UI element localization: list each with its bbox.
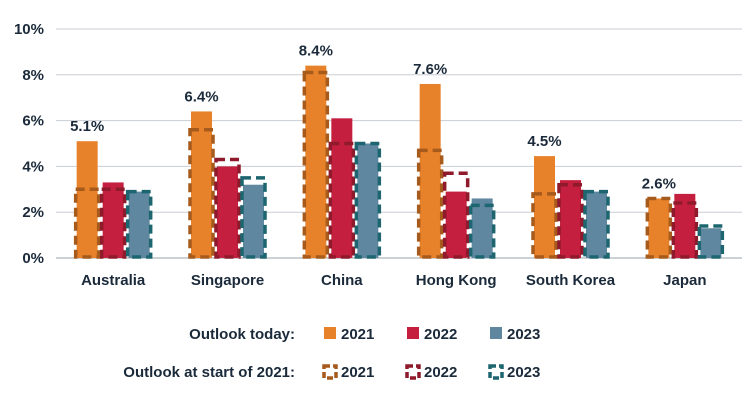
legend-swatch-start-2022 <box>405 364 421 380</box>
start-of-2021-outlines <box>73 70 725 259</box>
data-label: 2.6% <box>642 175 676 192</box>
data-labels: 5.1% 6.4% 8.4% 7.6% 4.5% 2.6% <box>70 43 676 193</box>
category-label: Singapore <box>191 272 264 289</box>
bar-start-outline-2021 <box>645 196 673 259</box>
category-label: Australia <box>81 272 146 289</box>
bar-start-outline-2022 <box>557 182 584 259</box>
data-label: 4.5% <box>527 133 561 150</box>
bar-today-2022 <box>102 182 124 258</box>
data-label: 5.1% <box>70 118 104 135</box>
data-label: 8.4% <box>299 43 333 60</box>
bar-today-2022 <box>674 193 696 258</box>
bar-today-2021 <box>648 198 670 258</box>
legend-label-today: 2021 <box>341 326 374 343</box>
legend-label-start: 2021 <box>341 364 374 381</box>
category-label: Hong Kong <box>416 272 497 289</box>
bar-start-outline-2022 <box>442 171 470 259</box>
bar-start-outline-2021 <box>302 70 330 259</box>
bar-today-2022 <box>560 180 581 258</box>
bar-start-outline-2023 <box>354 141 382 259</box>
legend-title-today: Outlook today: <box>189 326 295 343</box>
bar-start-outline-2021 <box>73 187 101 259</box>
legend-swatch-start-2021 <box>322 364 338 380</box>
legend-label-today: 2023 <box>507 326 540 343</box>
bar-start-outline-2022 <box>214 157 241 259</box>
legend-label-start: 2022 <box>424 364 457 381</box>
legend-swatch-today-2022 <box>407 327 419 339</box>
y-tick-label: 6% <box>22 113 44 130</box>
bar-today-2023 <box>243 184 264 258</box>
y-tick-label: 10% <box>14 21 44 38</box>
data-label: 6.4% <box>184 88 218 105</box>
bar-today-2021 <box>76 141 98 258</box>
data-label: 7.6% <box>413 61 447 78</box>
bar-today-2022 <box>217 166 238 258</box>
category-label: Japan <box>663 272 706 289</box>
category-label: South Korea <box>526 272 616 289</box>
bar-start-outline-2021 <box>416 148 444 259</box>
legend: Outlook today: Outlook at start of 2021:… <box>123 326 540 381</box>
bar-today-2022 <box>445 191 467 258</box>
x-axis-categories: Australia Singapore China Hong Kong South Ko… <box>81 272 706 289</box>
bar-today-2023 <box>128 191 150 258</box>
category-label: China <box>321 272 363 289</box>
legend-swatch-today-2021 <box>324 327 336 339</box>
bar-start-outline-2022 <box>671 201 699 259</box>
bar-today-2023 <box>471 198 493 258</box>
y-tick-label: 2% <box>22 204 44 221</box>
bar-start-outline-2022 <box>328 141 356 259</box>
bar-today-2021 <box>191 111 212 258</box>
legend-label-today: 2022 <box>424 326 457 343</box>
bar-start-outline-2023 <box>583 189 610 259</box>
bar-start-outline-2021 <box>188 128 215 259</box>
bar-start-outline-2022 <box>99 187 127 259</box>
y-axis-ticks: 0% 2% 4% 6% 8% 10% <box>14 21 44 267</box>
y-tick-label: 4% <box>22 158 44 175</box>
bar-today-2023 <box>357 143 379 258</box>
legend-swatch-today-2023 <box>490 327 502 339</box>
bar-today-2021 <box>419 83 441 259</box>
bar-start-outline-2023 <box>125 189 153 259</box>
legend-title-start: Outlook at start of 2021: <box>123 364 295 381</box>
bar-today-2021 <box>534 156 555 258</box>
bar-today-2023 <box>700 228 722 258</box>
legend-swatch-start-2023 <box>488 364 504 380</box>
y-tick-label: 0% <box>22 250 44 267</box>
grid-lines <box>56 28 742 259</box>
legend-label-start: 2023 <box>507 364 540 381</box>
bar-start-outline-2023 <box>697 224 725 259</box>
y-tick-label: 8% <box>22 67 44 84</box>
bar-today-2021 <box>305 65 327 258</box>
bars <box>76 65 722 259</box>
bar-start-outline-2023 <box>240 176 267 259</box>
bar-today-2022 <box>331 118 353 258</box>
bar-start-outline-2023 <box>468 203 496 259</box>
bar-start-outline-2021 <box>531 192 558 259</box>
bar-today-2023 <box>586 191 607 258</box>
